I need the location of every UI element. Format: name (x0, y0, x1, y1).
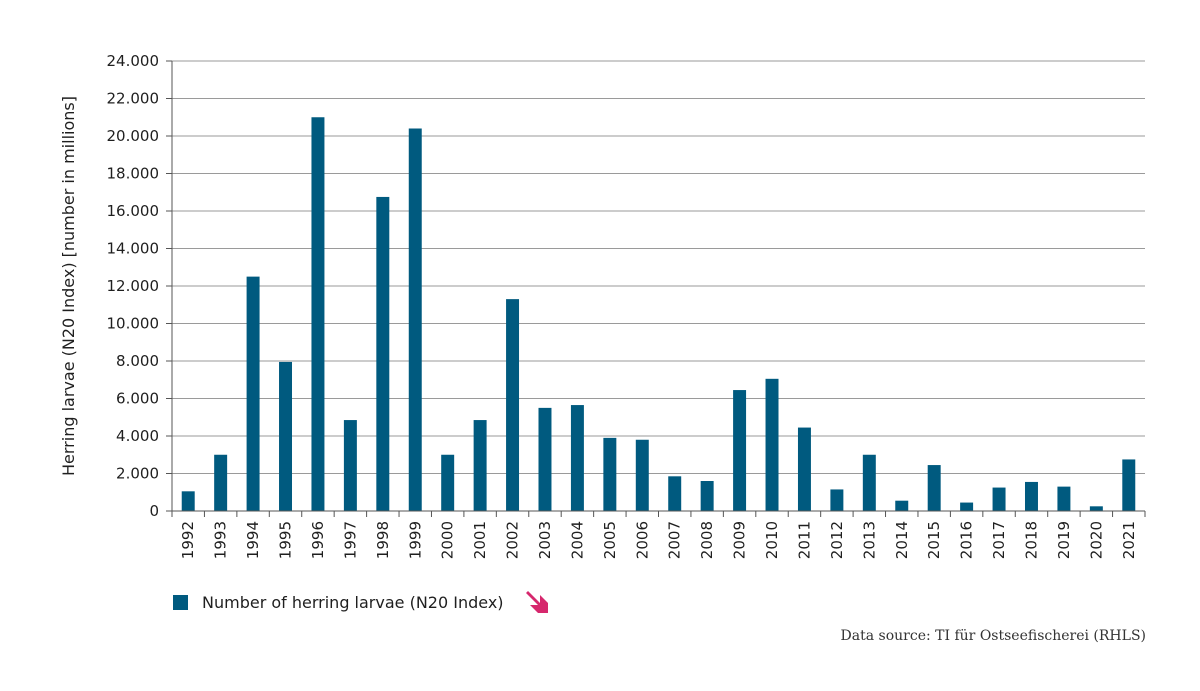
trend-down-arrow-icon (524, 589, 552, 615)
bar-2006 (635, 439, 649, 511)
x-tick-label-1992: 1992 (179, 521, 197, 559)
x-tick-label-1997: 1997 (341, 521, 359, 559)
y-tick-label: 16.000 (107, 202, 160, 220)
legend-label: Number of herring larvae (N20 Index) (202, 592, 504, 612)
y-tick-label: 2.000 (116, 465, 159, 483)
x-tick-label-2000: 2000 (439, 521, 457, 559)
bar-2018 (1024, 481, 1038, 511)
bar-2019 (1057, 486, 1071, 511)
legend-swatch (173, 594, 188, 610)
y-tick-label: 22.000 (107, 90, 160, 108)
legend: Number of herring larvae (N20 Index) (173, 589, 552, 615)
bar-1998 (376, 196, 390, 511)
bar-2012 (830, 489, 844, 511)
bar-1997 (343, 420, 357, 511)
x-tick-label-2013: 2013 (860, 521, 878, 559)
x-tick-label-2001: 2001 (471, 521, 489, 559)
bar-2015 (927, 465, 941, 511)
bar-2000 (441, 454, 455, 511)
x-tick-label-2002: 2002 (504, 521, 522, 559)
bar-2016 (960, 502, 974, 511)
y-tick-label: 20.000 (107, 127, 160, 145)
bar-1996 (311, 117, 325, 511)
x-tick-label-2012: 2012 (828, 521, 846, 559)
bar-2021 (1122, 459, 1136, 511)
bar-2002 (506, 299, 520, 511)
bars (181, 117, 1136, 511)
x-tick-label-2021: 2021 (1120, 521, 1138, 559)
y-tick-label: 18.000 (107, 165, 160, 183)
bar-2017 (992, 487, 1006, 511)
bar-1994 (246, 276, 260, 511)
x-tick-label-2015: 2015 (925, 521, 943, 559)
x-tick-label-2010: 2010 (763, 521, 781, 559)
x-tick-label-2007: 2007 (666, 521, 684, 559)
y-tick-label: 6.000 (116, 390, 159, 408)
x-tick-label-1993: 1993 (212, 521, 230, 559)
data-source-note: Data source: TI für Ostseefischerei (RHL… (840, 628, 1146, 644)
x-tick-label-2008: 2008 (698, 521, 716, 559)
y-tick-label: 4.000 (116, 427, 159, 445)
x-tick-label-2019: 2019 (1055, 521, 1073, 559)
bar-2009 (733, 390, 747, 511)
bar-2001 (473, 420, 487, 511)
x-tick-label-2020: 2020 (1087, 521, 1105, 559)
x-tick-label-2004: 2004 (568, 521, 586, 559)
y-tick-label: 10.000 (107, 315, 160, 333)
x-tick-label-1996: 1996 (309, 521, 327, 559)
bar-1993 (214, 454, 228, 511)
bar-1992 (181, 491, 195, 511)
x-tick-labels: 1992 1993 1994 1995 1996 1997 1998 1999 2000 2001… (171, 511, 1146, 559)
bar-1995 (279, 361, 293, 511)
x-tick-label-2017: 2017 (990, 521, 1008, 559)
bar-1999 (408, 128, 422, 511)
x-tick-label-1994: 1994 (244, 521, 262, 559)
y-axis-title: Herring larvae (N20 Index) [number in mi… (59, 96, 78, 476)
bar-2014 (895, 500, 909, 511)
gridlines (172, 60, 1145, 474)
bar-2004 (570, 405, 584, 511)
bar-2005 (603, 437, 617, 511)
x-tick-label-2018: 2018 (1022, 521, 1040, 559)
x-tick-label-2016: 2016 (958, 521, 976, 559)
x-tick-label-2011: 2011 (795, 521, 813, 559)
x-tick-label-2005: 2005 (601, 521, 619, 559)
bar-2007 (668, 476, 682, 511)
y-tick-label: 0 (149, 502, 159, 520)
bar-2003 (538, 407, 552, 511)
y-tick-label: 12.000 (107, 277, 160, 295)
x-tick-label-2003: 2003 (536, 521, 554, 559)
bar-2008 (700, 481, 714, 511)
x-tick-label-1999: 1999 (406, 521, 424, 559)
y-tick-labels: 0 2.000 4.000 6.000 8.000 10.000 12.000 14.000 1… (107, 52, 172, 520)
y-tick-label: 14.000 (107, 240, 160, 258)
bar-2010 (765, 378, 779, 511)
bar-2011 (797, 427, 811, 511)
y-tick-label: 24.000 (107, 52, 160, 70)
bar-2020 (1089, 506, 1103, 511)
x-tick-label-2009: 2009 (731, 521, 749, 559)
x-tick-label-2014: 2014 (893, 521, 911, 559)
x-tick-label-1998: 1998 (374, 521, 392, 559)
bar-2013 (862, 454, 876, 511)
x-tick-label-2006: 2006 (633, 521, 651, 559)
x-tick-label-1995: 1995 (277, 521, 295, 559)
y-tick-label: 8.000 (116, 352, 159, 370)
